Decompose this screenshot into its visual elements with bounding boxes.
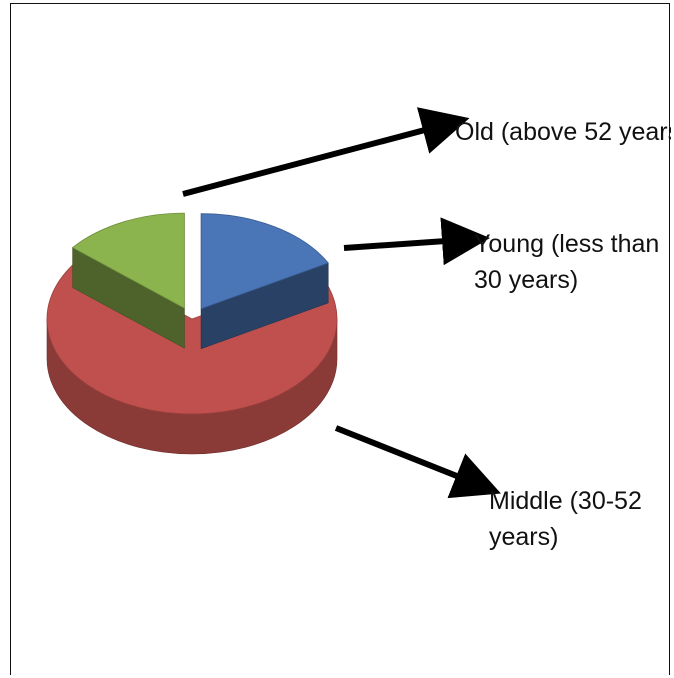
arrow-young xyxy=(343,217,490,266)
pie-slice-young xyxy=(200,213,329,350)
label-middle-line-2: years) xyxy=(489,523,558,551)
arrow-middle xyxy=(334,425,501,499)
pie-chart: Middle (30-52 years) Old (above 52 years) Y… xyxy=(46,107,671,551)
label-middle-line-1: Middle (30-52 xyxy=(489,487,642,515)
label-young-line-2: 30 years) xyxy=(474,266,578,294)
label-arrows xyxy=(182,107,501,499)
label-old-line-1: Old (above 52 years) xyxy=(455,118,671,146)
pie-slices xyxy=(46,212,338,455)
arrow-old xyxy=(182,107,470,197)
label-young-line-1: Young (less than xyxy=(474,230,659,258)
slice-labels: Middle (30-52 years) Old (above 52 years) Y… xyxy=(455,118,671,551)
pie-slice-old xyxy=(71,212,185,349)
chart-frame: Middle (30-52 years) Old (above 52 years) Y… xyxy=(10,3,671,675)
